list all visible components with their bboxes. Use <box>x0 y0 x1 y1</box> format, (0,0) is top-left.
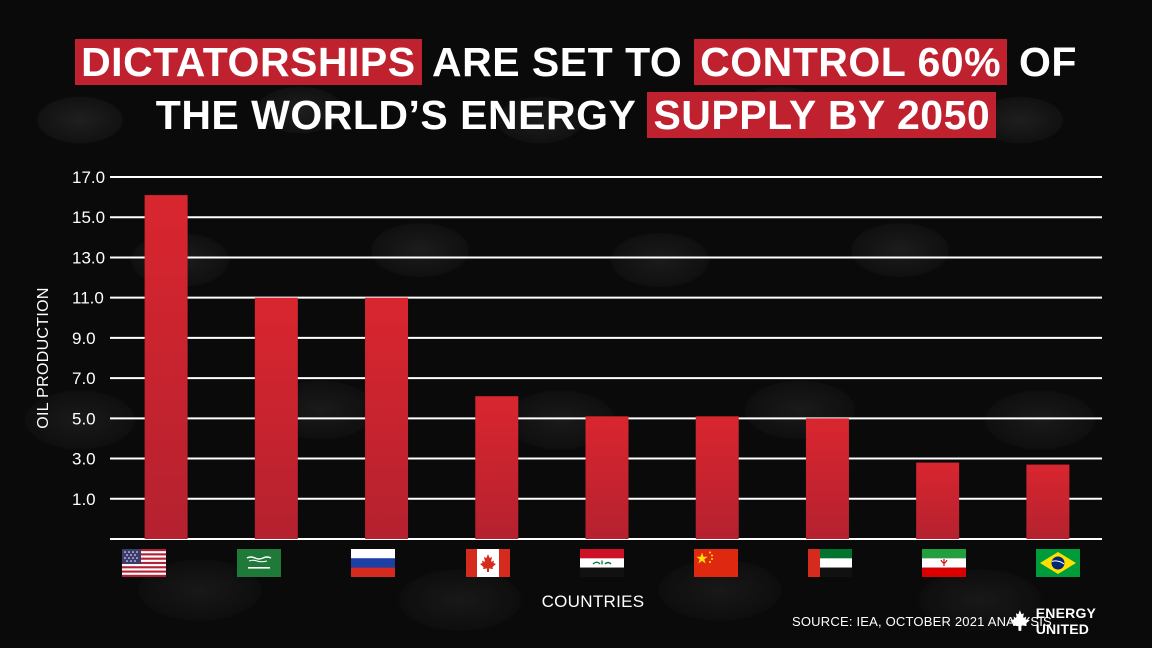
flag-us-icon <box>122 549 166 577</box>
title-segment: CONTROL 60% <box>694 39 1008 85</box>
y-tick-label: 17.0 <box>72 168 105 187</box>
bar-iraq <box>585 416 629 539</box>
flag-uae-icon <box>808 549 852 577</box>
title-segment: DICTATORSHIPS <box>75 39 422 85</box>
y-tick-label: 9.0 <box>72 329 96 348</box>
y-tick-label: 1.0 <box>72 490 96 509</box>
y-tick-label: 3.0 <box>72 450 96 469</box>
flag-russia-icon <box>351 549 395 577</box>
title-line-1: DICTATORSHIPS ARE SET TO CONTROL 60% OF <box>0 36 1152 89</box>
y-axis-label: OIL PRODUCTION <box>35 287 52 429</box>
title-line-2: THE WORLD’S ENERGY SUPPLY BY 2050 <box>0 89 1152 142</box>
maple-leaf-icon <box>1009 610 1030 631</box>
y-tick-label: 7.0 <box>72 369 96 388</box>
flag-saudi-arabia-icon <box>237 549 281 577</box>
flag-canada-icon <box>466 549 510 577</box>
chart-title: DICTATORSHIPS ARE SET TO CONTROL 60% OF … <box>0 36 1152 142</box>
title-segment: ARE SET TO <box>421 39 695 85</box>
y-tick-label: 11.0 <box>72 289 104 308</box>
brand-name: ENERGY UNITED <box>1035 605 1096 637</box>
bar-iran <box>916 462 960 539</box>
bar-russia <box>365 297 409 539</box>
brand-logo: ENERGY UNITED <box>1008 605 1152 637</box>
flag-brazil-icon <box>1036 549 1080 577</box>
flag-iran-icon <box>922 549 966 577</box>
bar-uae <box>805 418 849 539</box>
y-tick-label: 13.0 <box>72 248 105 267</box>
title-segment: SUPPLY BY 2050 <box>647 92 997 138</box>
source-note: SOURCE: IEA, OCTOBER 2021 ANALYSIS <box>792 614 1052 629</box>
x-axis-label: COUNTRIES <box>541 592 645 611</box>
bar-canada <box>475 396 519 539</box>
title-segment: THE WORLD’S ENERGY <box>155 92 648 138</box>
y-tick-label: 15.0 <box>72 208 105 227</box>
flag-iraq-icon <box>580 549 624 577</box>
bar-brazil <box>1026 464 1070 539</box>
bar-united-states <box>144 195 188 539</box>
title-segment: OF <box>1007 39 1077 85</box>
bar-saudi-arabia <box>254 297 298 539</box>
flag-china-icon <box>694 549 738 577</box>
y-tick-label: 5.0 <box>72 409 96 428</box>
bar-china <box>695 416 739 539</box>
